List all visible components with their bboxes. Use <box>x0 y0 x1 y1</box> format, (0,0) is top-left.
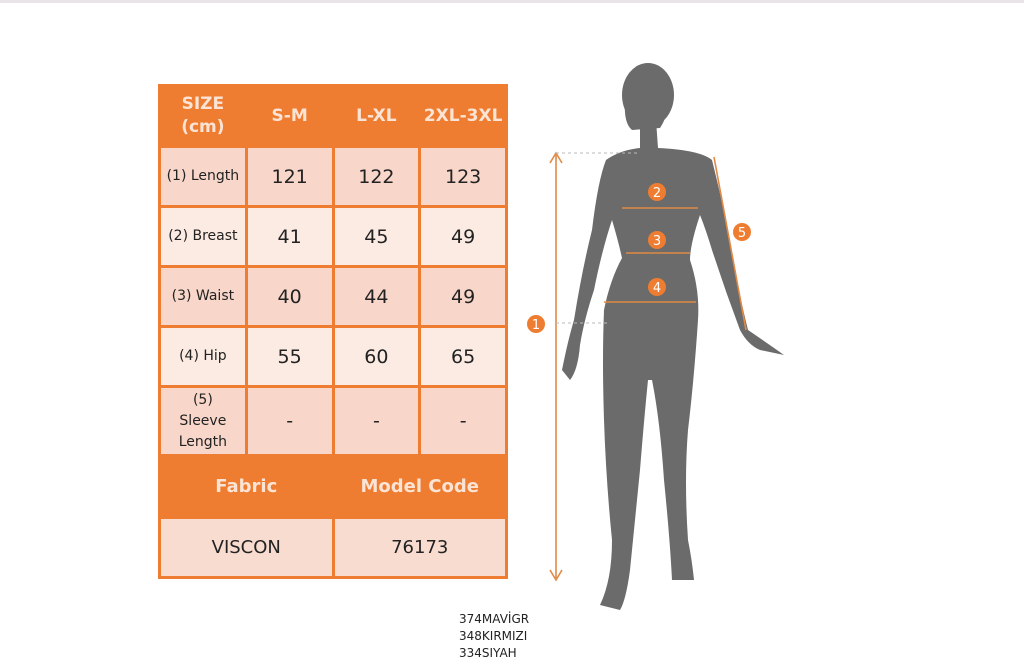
top-border <box>0 0 1024 3</box>
marker-2: 2 <box>653 186 661 201</box>
row-label: (5) Sleeve Length <box>158 385 248 457</box>
fabric-value: VISCON <box>158 516 335 579</box>
row-label: (2) Breast <box>158 205 248 268</box>
header-l-xl: L-XL <box>331 84 422 148</box>
fabric-header-row: Fabric Model Code <box>158 454 508 519</box>
cell: 49 <box>418 205 508 268</box>
row-label: (4) Hip <box>158 325 248 388</box>
cell: 123 <box>418 145 508 208</box>
cell: 40 <box>244 265 335 328</box>
color-codes: 374MAVİGR 348KIRMIZI 334SIYAH <box>459 611 529 662</box>
cell: - <box>418 385 508 457</box>
table-row: (1) Length 121 122 123 <box>158 145 508 208</box>
header-s-m: S-M <box>244 84 335 148</box>
table-row: (5) Sleeve Length - - - <box>158 385 508 457</box>
cell: 41 <box>244 205 335 268</box>
table-row: (4) Hip 55 60 65 <box>158 325 508 388</box>
cell: 49 <box>418 265 508 328</box>
cell: 60 <box>331 325 422 388</box>
header-2xl-3xl: 2XL-3XL <box>418 84 508 148</box>
color-code: 374MAVİGR <box>459 612 530 626</box>
marker-1: 1 <box>532 318 540 333</box>
cell: 121 <box>244 145 335 208</box>
fabric-value-row: VISCON 76173 <box>158 516 508 579</box>
model-code-label: Model Code <box>331 454 508 519</box>
measurement-markers: 1 2 3 4 5 <box>527 183 751 333</box>
cell: 122 <box>331 145 422 208</box>
marker-5: 5 <box>738 226 746 241</box>
cell: 44 <box>331 265 422 328</box>
marker-4: 4 <box>653 281 661 296</box>
size-chart-table: SIZE (cm) S-M L-XL 2XL-3XL (1) Length 121… <box>158 84 508 579</box>
marker-3: 3 <box>653 234 661 249</box>
cell: 55 <box>244 325 335 388</box>
cell: 45 <box>331 205 422 268</box>
color-code: 348KIRMIZI <box>459 629 528 643</box>
header-size: SIZE (cm) <box>158 84 248 148</box>
cell: 65 <box>418 325 508 388</box>
measurement-arrows <box>549 151 747 582</box>
fabric-label: Fabric <box>158 454 335 519</box>
table-row: (3) Waist 40 44 49 <box>158 265 508 328</box>
row-label: (3) Waist <box>158 265 248 328</box>
table-row: (2) Breast 41 45 49 <box>158 205 508 268</box>
woman-silhouette <box>562 63 784 610</box>
row-label: (1) Length <box>158 145 248 208</box>
model-code-value: 76173 <box>331 516 508 579</box>
cell: - <box>331 385 422 457</box>
color-code: 334SIYAH <box>459 646 517 660</box>
cell: - <box>244 385 335 457</box>
header-row: SIZE (cm) S-M L-XL 2XL-3XL <box>158 84 508 148</box>
